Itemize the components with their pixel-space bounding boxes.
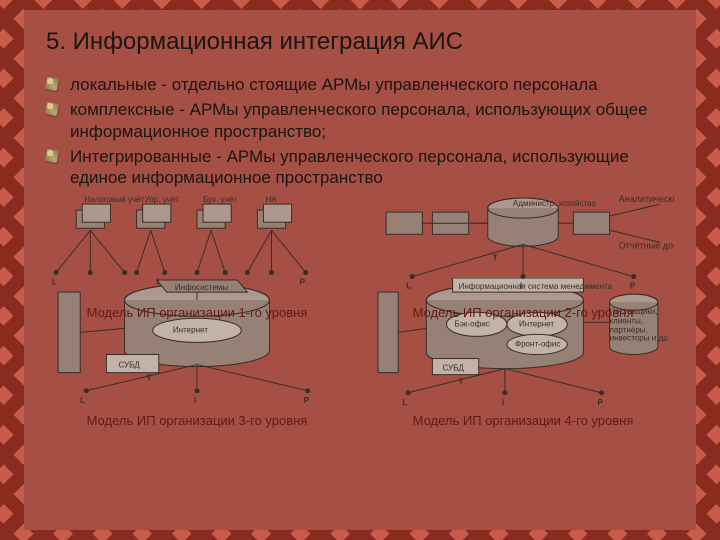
slide-body: 5. Информационная интеграция АИС локальн…: [24, 10, 696, 530]
axis-label-i: I: [194, 396, 196, 405]
node-label: СУБД: [118, 361, 140, 370]
diagram-1-svg: Налоговый учёт Упр. учёт Бух. учёт НА L …: [46, 190, 348, 301]
diagram-1-caption: Модель ИП организации 1-го уровня: [87, 305, 308, 320]
node-label: Налоговый учёт: [84, 195, 144, 204]
axis-label-p: P: [630, 282, 636, 291]
side-label-analytic: Аналитические отчёты: [619, 194, 674, 204]
axis-label-l: L: [406, 282, 411, 291]
node-label: Бух. учёт: [203, 195, 237, 204]
bullet-list: локальные - отдельно стоящие АРМы управл…: [46, 74, 674, 188]
axis-label-p: P: [300, 278, 306, 287]
node-label: Упр. учёт: [145, 195, 180, 204]
diagram-3-caption: Модель ИП организации 3-го уровня: [87, 413, 308, 428]
axis-label-l: L: [52, 278, 57, 287]
diagram-row-1: Налоговый учёт Упр. учёт Бух. учёт НА L …: [46, 190, 674, 320]
side-label-reports: Отчётные документы: [619, 240, 674, 250]
diagram-2-caption: Модель ИП организации 2-го уровня: [413, 305, 634, 320]
node-label: Администр. хозяйство: [513, 199, 596, 208]
node-label: Интернет: [173, 326, 208, 335]
diagram-2: Администр. хозяйство Аналитические отчёт…: [372, 190, 674, 320]
node-label: Бэк-офис: [455, 320, 490, 329]
axis-label-l: L: [402, 398, 407, 407]
axis-label-l: L: [80, 396, 85, 405]
slide: 5. Информационная интеграция АИС локальн…: [0, 0, 720, 540]
bullet-item: локальные - отдельно стоящие АРМы управл…: [46, 74, 674, 95]
axis-label-p: P: [597, 398, 603, 407]
axis-label-i: I: [520, 282, 522, 291]
diagram-2-svg: Администр. хозяйство Аналитические отчёт…: [372, 190, 674, 301]
node-label: Фронт-офис: [515, 340, 561, 349]
axis-label-t: T: [493, 253, 498, 262]
bullet-item: Интегрированные - АРМы управленческого п…: [46, 146, 674, 189]
bullet-item: комплексные - АРМы управленческого персо…: [46, 99, 674, 142]
axis-label-i: I: [157, 278, 159, 287]
node-label: Интернет: [519, 320, 554, 329]
slide-title: 5. Информационная интеграция АИС: [46, 28, 674, 56]
axis-label-t: T: [459, 378, 464, 387]
node-label: СУБД: [442, 364, 464, 373]
axis-label-t: T: [147, 374, 152, 383]
axis-label-i: I: [502, 398, 504, 407]
node-label: НА: [265, 195, 277, 204]
axis-label-p: P: [304, 396, 310, 405]
diagram-4-caption: Модель ИП организации 4-го уровня: [413, 413, 634, 428]
diagram-1: Налоговый учёт Упр. учёт Бух. учёт НА L …: [46, 190, 348, 320]
